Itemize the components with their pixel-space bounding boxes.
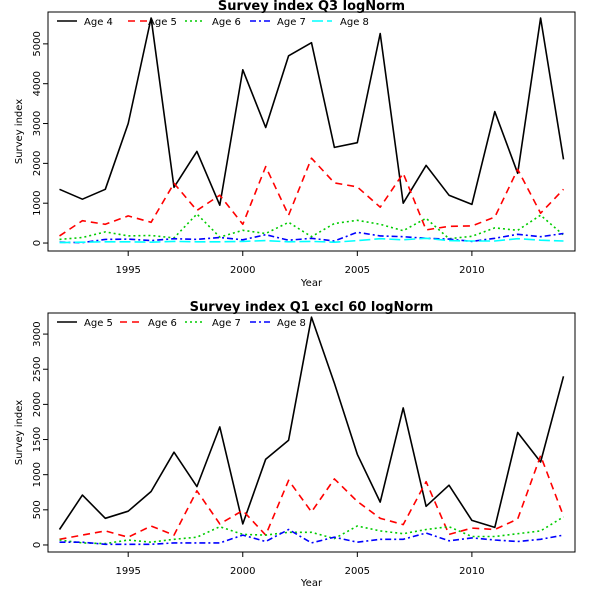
legend-entry: Age 4 — [84, 17, 113, 28]
y-tick-label: 5000 — [32, 31, 43, 56]
chart-panel-1: Survey index Q3 logNorm 1995 2000 2005 2010 0… — [14, 0, 576, 289]
y-tick-label: 0 — [32, 240, 43, 246]
legend-entry: Age 7 — [277, 17, 306, 28]
chart-title: Survey index Q3 logNorm — [218, 0, 405, 14]
y-tick-label: 3000 — [32, 111, 43, 136]
series-line-age-7 — [59, 516, 564, 545]
x-tick-label: 2000 — [230, 566, 255, 577]
y-tick-label: 3000 — [32, 321, 43, 346]
x-tick-label: 2010 — [459, 566, 484, 577]
series-line-age-4 — [59, 17, 565, 206]
series-line-age-6 — [59, 454, 565, 541]
x-tick-label: 2010 — [459, 265, 484, 276]
y-tick-label: 2500 — [32, 357, 43, 382]
x-tick-label: 2005 — [345, 566, 370, 577]
x-tick-label: 2000 — [230, 265, 255, 276]
chart-panel-2: Survey index Q1 excl 60 logNorm 1995 2000 2… — [14, 300, 576, 589]
series-line-age-8 — [59, 528, 564, 546]
y-tick-label: 1500 — [32, 427, 43, 452]
legend-entry: Age 6 — [148, 318, 177, 329]
legend-entry: Age 7 — [212, 318, 241, 329]
y-axis-label: Survey index — [14, 400, 25, 465]
y-tick-label: 500 — [32, 500, 43, 519]
y-tick-label: 2000 — [32, 392, 43, 417]
x-tick-label: 1995 — [115, 566, 140, 577]
plot-frame — [47, 312, 576, 553]
y-axis-label: Survey index — [14, 99, 25, 164]
y-tick-label: 0 — [32, 542, 43, 548]
y-tick-label: 1000 — [32, 462, 43, 487]
series-line-age-5 — [58, 316, 565, 530]
legend-entry: Age 8 — [340, 17, 369, 28]
x-axis-label: Year — [300, 278, 323, 289]
x-tick-label: 2005 — [345, 265, 370, 276]
series-line-age-5 — [59, 157, 565, 237]
y-tick-label: 1000 — [32, 190, 43, 215]
series-line-age-6 — [59, 213, 565, 241]
legend-entry: Age 5 — [84, 318, 113, 329]
y-tick-label: 4000 — [32, 71, 43, 96]
y-tick-label: 2000 — [32, 151, 43, 176]
legend-entry: Age 8 — [277, 318, 306, 329]
legend-entry: Age 5 — [148, 17, 177, 28]
legend-entry: Age 6 — [212, 17, 241, 28]
chart-title: Survey index Q1 excl 60 logNorm — [190, 300, 434, 315]
x-axis-label: Year — [300, 578, 323, 589]
plot-frame — [47, 11, 576, 252]
x-tick-label: 1995 — [115, 265, 140, 276]
series-line-age-8 — [59, 237, 564, 244]
